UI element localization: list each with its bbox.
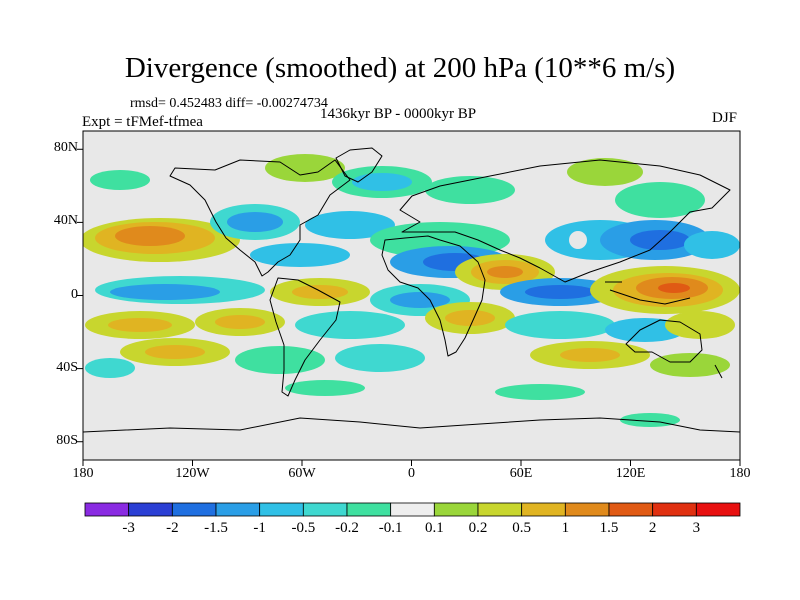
field-patch [390, 292, 450, 308]
field-patch [658, 283, 690, 293]
colorbar-label: -0.1 [378, 520, 403, 536]
colorbar-swatch [477, 502, 523, 517]
colorbar-swatch [215, 502, 261, 517]
colorbar-swatch [564, 502, 610, 517]
lon-label: 60W [288, 466, 316, 481]
field-patch [110, 284, 220, 300]
lon-label: 120W [175, 466, 210, 481]
field-patch [145, 345, 205, 359]
axis-ticks [77, 148, 741, 466]
experiment-label: Expt = tFMef-tfmea [82, 114, 203, 130]
field-patch [495, 384, 585, 400]
field-patch [615, 182, 705, 218]
field-patch [235, 346, 325, 374]
field-patch [560, 348, 620, 362]
colorbar-label: 1.5 [599, 520, 619, 536]
new-zealand-coast [714, 364, 723, 379]
field-patch [305, 211, 395, 239]
colorbar-label: -3 [122, 520, 135, 536]
field-patch [215, 315, 265, 329]
field-patch [90, 170, 150, 190]
lon-label: 180 [729, 466, 751, 481]
lat-label: 0 [71, 286, 78, 302]
plot-title: Divergence (smoothed) at 200 hPa (10**6 … [124, 52, 676, 84]
colorbar-swatch [302, 502, 348, 517]
colorbar-label: 0.1 [424, 520, 444, 536]
colorbar-swatch [128, 502, 173, 517]
field-patch [265, 154, 345, 182]
lon-label: 180 [72, 466, 94, 481]
field-patch [295, 311, 405, 339]
colorbar-label: -0.5 [291, 520, 316, 536]
field-patch [665, 311, 735, 339]
colorbar-swatch [652, 502, 697, 517]
colorbar-label: 3 [692, 520, 701, 536]
lat-label: 40S [56, 359, 78, 375]
field-patch [505, 311, 615, 339]
lon-label: 60E [509, 466, 533, 481]
field-patch [425, 176, 515, 204]
lat-label: 80S [56, 432, 78, 448]
colorbar-label: -1.5 [204, 520, 228, 536]
field-patch [567, 158, 643, 186]
colorbar-label: 0.5 [512, 520, 532, 536]
field-patch [250, 243, 350, 267]
colorbar-swatch [608, 502, 654, 517]
colorbar-swatch [346, 502, 392, 517]
field-patch [108, 318, 172, 332]
colorbar [84, 502, 741, 517]
colorbar-swatch [171, 502, 217, 517]
colorbar-label: -0.2 [335, 520, 359, 536]
season-label: DJF [712, 110, 738, 126]
field-patch [569, 231, 587, 249]
field-patch [352, 173, 412, 191]
maritime-continent-coast [605, 281, 691, 305]
field-patch [630, 230, 690, 250]
colorbar-label: -2 [166, 520, 179, 536]
field-patch [227, 212, 283, 232]
field-patch [445, 310, 495, 326]
field-patch [285, 380, 365, 396]
colorbar-label: 1 [561, 520, 570, 536]
field-patch [335, 344, 425, 372]
field-patch [525, 285, 595, 299]
lat-label: 40N [53, 213, 78, 229]
field-patch [85, 358, 135, 378]
field-patch [115, 226, 185, 246]
colorbar-swatch [433, 502, 479, 517]
field-patch [605, 318, 685, 342]
greenland-coast [335, 147, 383, 183]
colorbar-label: -1 [253, 520, 266, 536]
colorbar-swatch [84, 502, 130, 517]
field-patch [650, 353, 730, 377]
field-patch [292, 285, 348, 299]
south-america-coast [269, 277, 341, 397]
colorbar-swatch [259, 502, 304, 517]
colorbar-label: 2 [648, 520, 657, 536]
lon-label: 120E [615, 466, 646, 481]
antarctica-coast [83, 417, 740, 433]
field-patch [487, 266, 523, 278]
australia-coast [625, 319, 703, 363]
lon-label: 0 [408, 466, 415, 481]
lat-label: 80N [53, 140, 78, 156]
eurasia-coast [399, 159, 731, 283]
map-area [83, 131, 740, 460]
africa-coast [381, 235, 486, 357]
stats-line: rmsd= 0.452483 diff= -0.00274734 [130, 96, 328, 111]
field-patch [684, 231, 740, 259]
north-america-coast [169, 159, 351, 277]
colorbar-swatch [521, 502, 566, 517]
colorbar-swatch [390, 502, 435, 517]
colorbar-swatch [695, 502, 741, 517]
colorbar-label: 0.2 [468, 520, 488, 536]
period-label: 1436kyr BP - 0000kyr BP [320, 106, 477, 122]
coastlines [83, 147, 740, 433]
